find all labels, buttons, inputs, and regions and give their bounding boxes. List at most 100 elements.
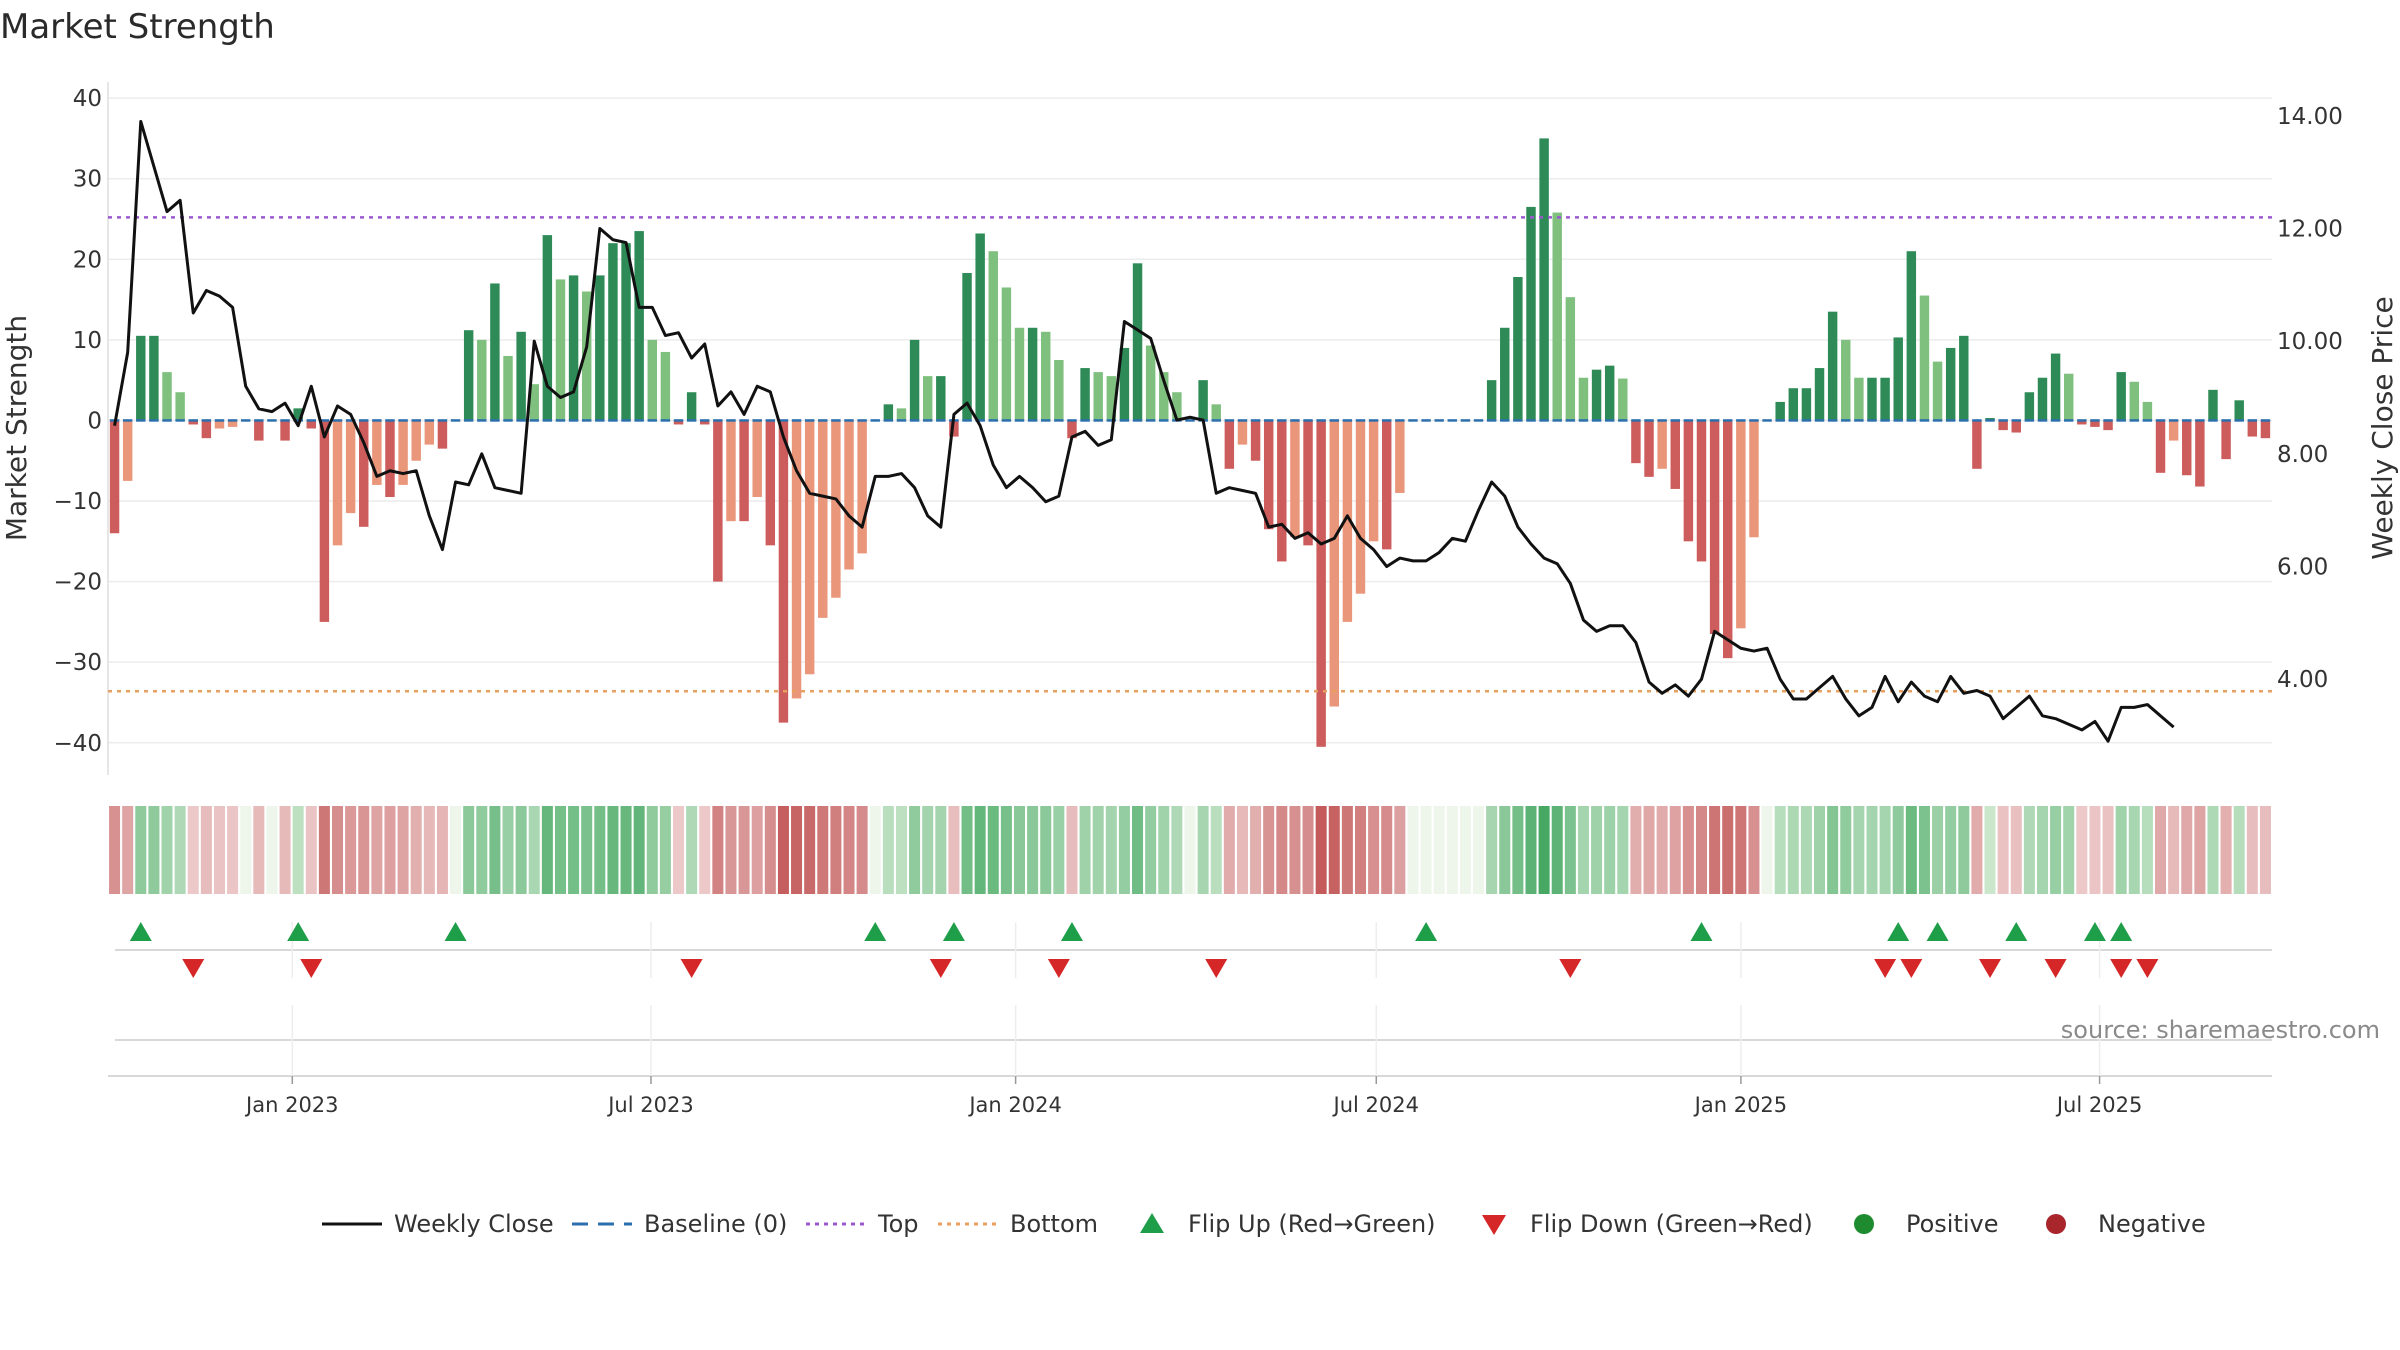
strength-bar [477,339,487,421]
heat-cell [450,806,462,894]
heat-cell [1250,806,1262,894]
y2-tick-label: 12.00 [2277,216,2343,242]
legend-label: Bottom [1010,1210,1098,1238]
strength-bar [280,420,290,441]
strength-bar [1696,420,1707,562]
heat-cell [909,806,921,894]
legend-item: Top [806,1210,919,1238]
heat-cell [1591,806,1603,894]
heat-cell [554,806,566,894]
strength-bar [227,420,238,427]
strength-bar [608,243,618,421]
heat-cell [2220,806,2232,894]
strength-bar [1132,263,1143,421]
flip-up-marker [2005,922,2028,941]
heat-cell [843,806,855,894]
legend-label: Flip Up (Red→Green) [1188,1210,1436,1238]
heat-cell [2128,806,2140,894]
heat-cell [1800,806,1812,894]
strength-bar [1382,420,1392,550]
heat-cell [1918,806,1930,894]
heat-cell [1381,806,1393,894]
heat-cell [384,806,396,894]
strength-bar [1027,327,1038,421]
strength-bar [1054,360,1064,421]
heat-cell [1132,806,1144,894]
strength-bar [1709,420,1720,634]
strength-bar [1159,372,1169,421]
strength-bar [516,331,526,421]
heat-cell [2207,806,2219,894]
heat-cell [1512,806,1524,894]
legend-swatch-circle [1854,1214,1874,1234]
y-tick-label: 30 [73,167,102,193]
heat-cell [1643,806,1655,894]
strength-bar [936,376,946,421]
heat-cell [1564,806,1576,894]
strength-bar [568,275,579,421]
strength-bar [345,420,356,514]
strength-bar [1237,420,1248,445]
heat-cell [974,806,986,894]
strength-bar [581,291,592,421]
heat-cell [1276,806,1288,894]
flip-down-marker [300,959,323,978]
heat-cell [1905,806,1917,894]
legend-item: Flip Down (Green→Red) [1482,1210,1813,1238]
strength-bar [922,376,933,421]
flip-down-marker [929,959,952,978]
heat-cell [922,806,934,894]
flip-down-marker [182,959,205,978]
flip-down-marker [1874,959,1897,978]
heat-cell [686,806,698,894]
heat-cell [1997,806,2009,894]
strength-bar [818,420,828,618]
heat-cell [358,806,370,894]
legend-label: Flip Down (Green→Red) [1530,1210,1813,1238]
heat-cell [279,806,291,894]
strength-bar [909,339,920,421]
heat-cell [1171,806,1183,894]
strength-bar [1290,420,1300,538]
strength-bar [372,420,382,485]
flip-up-marker [2110,922,2133,941]
heat-cell [1984,806,1996,894]
flip-up-marker [287,922,310,941]
x-tick-label: Jan 2024 [967,1093,1062,1117]
strength-bar [634,231,644,421]
strength-bar [1893,337,1903,421]
strength-bar [949,420,959,437]
heat-cell [1223,806,1235,894]
strength-bar [1172,392,1182,421]
heat-cell [1932,806,1944,894]
legend-item: Negative [2046,1210,2206,1238]
heat-cell [2155,806,2167,894]
heat-cell [581,806,593,894]
strength-bar [1670,420,1680,489]
heat-cell [1486,806,1498,894]
strength-bar [2221,420,2231,460]
strength-bar [1932,361,1943,421]
y2-tick-label: 10.00 [2277,329,2343,355]
legend-item: Weekly Close [322,1210,554,1238]
heat-cell [1866,806,1878,894]
strength-bar [1998,420,2008,431]
heat-cell [777,806,789,894]
heat-cell [869,806,881,894]
heat-cell [292,806,304,894]
source-label: source: sharemaestro.com [2061,1016,2380,1044]
x-tick-label: Jul 2024 [1332,1093,1419,1117]
y2-tick-label: 8.00 [2277,442,2328,468]
heat-cell [109,806,121,894]
heat-cell [738,806,750,894]
strength-bar [2234,400,2244,421]
strength-bar [1814,368,1825,421]
flip-down-marker [1979,959,2002,978]
heat-cell [594,806,606,894]
heat-cell [515,806,527,894]
heat-cell [371,806,383,894]
flip-up-marker [1690,922,1713,941]
heat-cell [476,806,488,894]
heat-cell [397,806,409,894]
heat-cell [1263,806,1275,894]
